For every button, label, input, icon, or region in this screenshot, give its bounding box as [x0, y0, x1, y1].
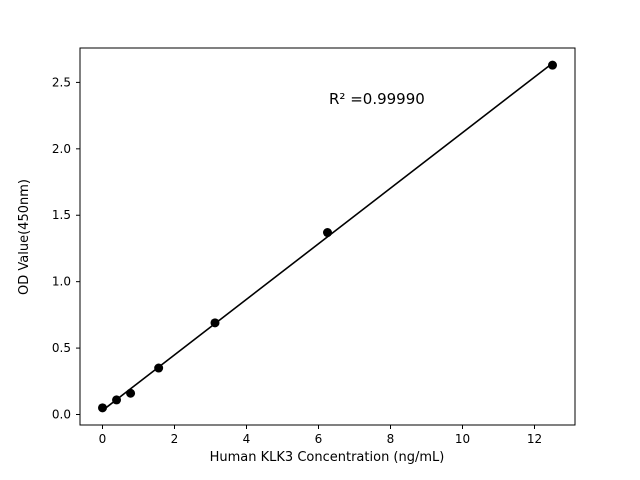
data-point — [210, 318, 220, 328]
chart-geometry: 0 2 4 6 8 10 12 0.0 0.5 1.0 1.5 2.0 2.5 — [52, 47, 576, 446]
x-tick-label: 10 — [455, 432, 470, 446]
y-tick-label: 1.0 — [52, 275, 71, 289]
y-tick-label: 2.5 — [52, 75, 71, 89]
plot-spines — [79, 47, 576, 426]
data-point — [154, 363, 164, 373]
data-point — [126, 388, 136, 398]
y-tick-label: 0.5 — [52, 341, 71, 355]
x-tick-label: 12 — [527, 432, 542, 446]
data-point — [323, 228, 332, 238]
x-tick-label: 6 — [315, 432, 323, 446]
data-point — [548, 60, 557, 70]
x-tick-label: 8 — [387, 432, 395, 446]
data-point — [112, 395, 122, 405]
x-tick-label: 0 — [99, 432, 107, 446]
x-tick-label: 2 — [171, 432, 179, 446]
x-axis-label: Human KLK3 Concentration (ng/mL) — [210, 450, 445, 465]
y-axis-label: OD Value(450nm) — [17, 179, 32, 295]
y-tick-label: 1.5 — [52, 208, 71, 222]
data-point — [98, 403, 107, 413]
r-squared-annotation: R² =0.99990 — [329, 90, 425, 108]
y-tick-label: 0.0 — [52, 408, 71, 422]
y-tick-label: 2.0 — [52, 142, 71, 156]
x-tick-label: 4 — [243, 432, 251, 446]
